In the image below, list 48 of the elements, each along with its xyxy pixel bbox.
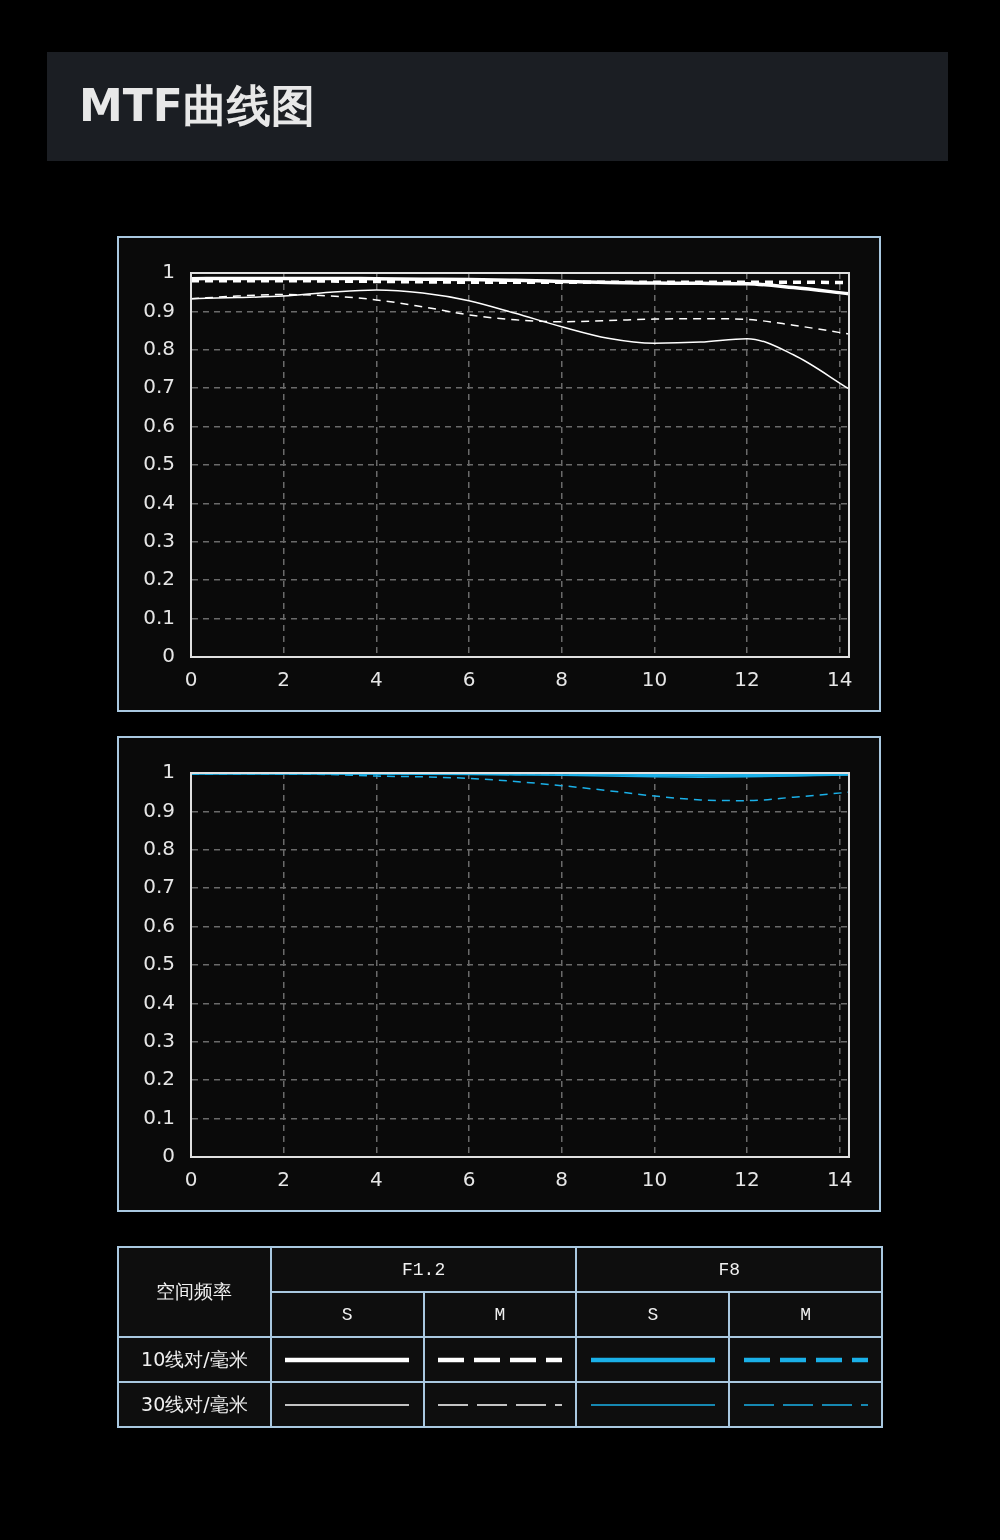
x-tick-label: 4 (369, 1167, 383, 1192)
y-tick-label: 0.5 (143, 451, 175, 476)
x-tick-label: 12 (734, 1167, 760, 1192)
text: S (647, 1304, 659, 1325)
y-tick-label: 0.4 (143, 989, 175, 1014)
x-tick-label: 10 (641, 1167, 668, 1192)
y-tick-label: 0.7 (143, 874, 175, 899)
x-tick-label: 2 (277, 667, 291, 692)
y-tick-label: 0.5 (143, 951, 175, 976)
x-tick-label: 0 (184, 667, 198, 692)
chart-title: MTF曲线图 (79, 80, 315, 132)
y-tick-label: 0.9 (143, 797, 175, 822)
x-tick-label: 8 (555, 1167, 569, 1192)
y-tick-label: 1 (162, 759, 175, 784)
y-tick-label: 0.2 (143, 566, 175, 591)
y-tick-label: 0 (162, 1143, 175, 1168)
x-tick-label: 14 (827, 667, 853, 692)
x-tick-label: 4 (369, 667, 383, 692)
x-tick-label: 6 (462, 1167, 476, 1192)
text: F1.2 (401, 1259, 446, 1280)
y-tick-label: 0.6 (143, 912, 175, 937)
y-tick-label: 0.2 (143, 1066, 175, 1091)
y-tick-label: 0.9 (143, 297, 175, 322)
y-tick-label: 0.8 (143, 336, 175, 360)
text: S (341, 1304, 353, 1325)
x-tick-label: 2 (277, 1167, 291, 1192)
x-tick-label: 6 (462, 667, 476, 692)
x-tick-label: 14 (827, 1167, 853, 1192)
text: 10线对/毫米 (141, 1347, 248, 1370)
y-tick-label: 0.6 (143, 412, 175, 437)
y-tick-label: 0.3 (143, 528, 175, 552)
x-tick-label: 12 (734, 667, 760, 692)
text: M (494, 1304, 506, 1325)
y-tick-label: 1 (162, 259, 175, 284)
text: 空间频率 (156, 1280, 233, 1302)
x-tick-label: 8 (555, 667, 569, 692)
y-tick-label: 0.1 (143, 604, 175, 629)
y-tick-label: 0.4 (143, 489, 175, 514)
y-tick-label: 0.3 (143, 1028, 175, 1052)
x-tick-label: 0 (184, 1167, 198, 1192)
text: 30线对/毫米 (141, 1392, 248, 1415)
y-tick-label: 0.1 (143, 1104, 175, 1129)
x-tick-label: 10 (641, 667, 668, 692)
y-tick-label: 0.7 (143, 374, 175, 399)
text: M (800, 1304, 811, 1325)
y-tick-label: 0 (162, 643, 175, 668)
text: F8 (718, 1259, 740, 1280)
y-tick-label: 0.8 (143, 836, 175, 860)
